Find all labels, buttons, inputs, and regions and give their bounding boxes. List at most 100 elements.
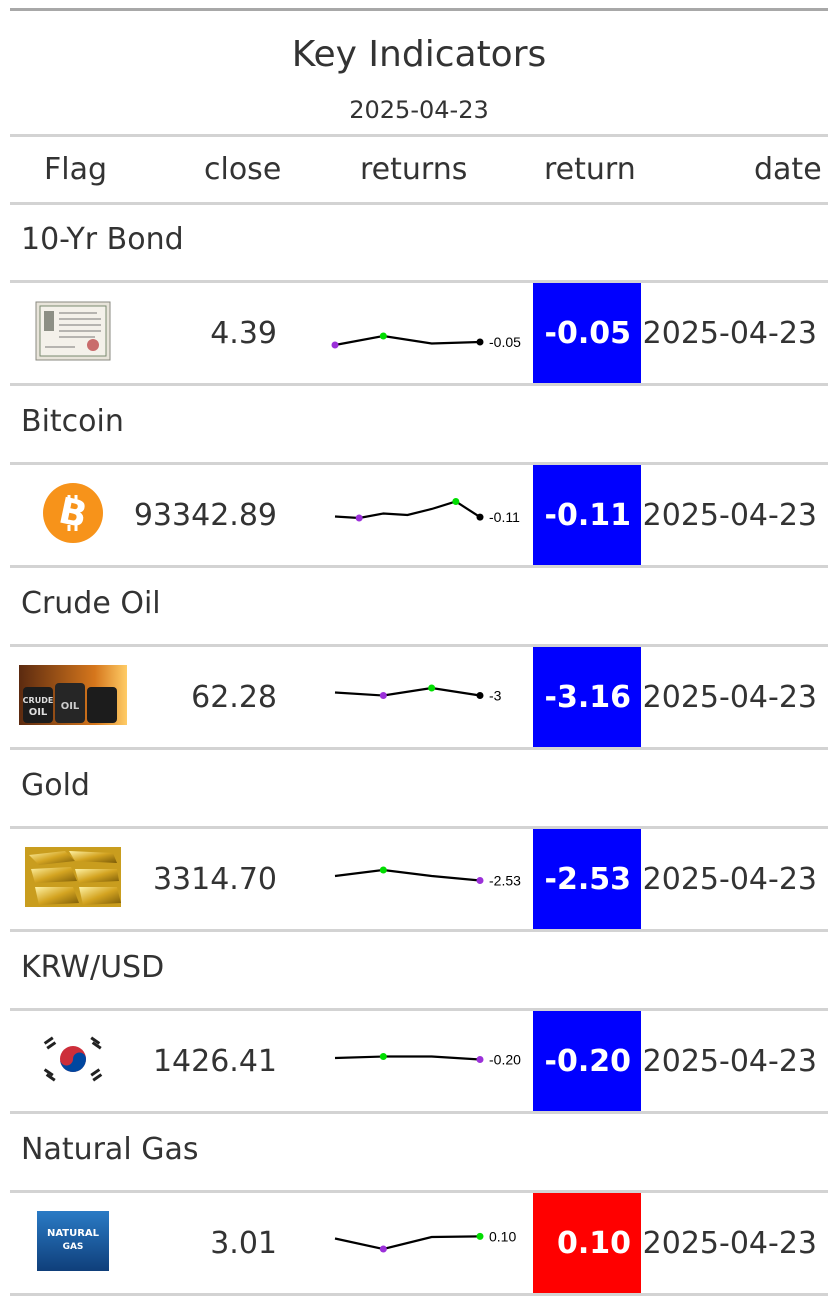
- sparkline-min-point: [355, 514, 363, 522]
- date-value: 2025-04-23: [642, 679, 817, 715]
- sparkline-min-point: [379, 1245, 387, 1253]
- row-divider: [10, 1293, 828, 1296]
- close-value: 3.01: [210, 1225, 277, 1261]
- sparkline-min-point: [476, 1056, 484, 1063]
- sparkline-max-point: [452, 498, 460, 505]
- group-divider: [10, 1008, 828, 1011]
- column-header-returns: returns: [360, 152, 468, 187]
- sparkline-path: [334, 1055, 481, 1061]
- sparkline-last-label: -0.05: [489, 334, 521, 350]
- return-value: -3.16: [544, 679, 631, 715]
- date-value: 2025-04-23: [642, 861, 817, 897]
- top-border: [10, 8, 828, 11]
- sparkline-last-point: [476, 692, 484, 699]
- flag-cell: [10, 1011, 136, 1111]
- returns-sparkline: -0.20: [325, 1011, 525, 1111]
- flag-cell: [10, 283, 136, 383]
- sparkline-max-point: [428, 684, 436, 692]
- group-divider: [10, 644, 828, 647]
- sparkline-path: [334, 868, 481, 882]
- svg-text:OIL: OIL: [29, 707, 48, 718]
- bitcoin-icon: B: [43, 483, 103, 547]
- header-top-divider: [10, 134, 828, 137]
- return-value-box: -0.20: [533, 1011, 641, 1111]
- column-header-date: date: [754, 152, 822, 187]
- korea-flag-icon: [38, 1031, 108, 1091]
- bond-certificate-icon: [35, 301, 111, 365]
- table-row: NATURAL GAS 3.01 0.10 0.10 2025-04-23: [10, 1193, 828, 1293]
- return-value: -0.20: [544, 1043, 631, 1079]
- return-value-box: -0.11: [533, 465, 641, 565]
- sparkline-last-point: [476, 338, 484, 346]
- sparkline-last-label: -3: [489, 688, 502, 704]
- table-subtitle: 2025-04-23: [349, 96, 489, 124]
- returns-sparkline: -3: [325, 647, 525, 747]
- table-row: 3314.70 -2.53 -2.53 2025-04-23: [10, 829, 828, 929]
- sparkline-last-label: -0.11: [489, 509, 520, 525]
- column-header-return: return: [544, 152, 636, 187]
- sparkline-min-point: [379, 692, 387, 699]
- table-row: 1426.41 -0.20 -0.20 2025-04-23: [10, 1011, 828, 1111]
- svg-text:GAS: GAS: [63, 1242, 84, 1252]
- row-divider: [10, 565, 828, 568]
- group-divider: [10, 1190, 828, 1193]
- group-divider: [10, 462, 828, 465]
- column-header-close: close: [204, 152, 282, 187]
- date-value: 2025-04-23: [642, 315, 817, 351]
- table-row: CRUDE OIL OIL 62.28 -3 -3.16 2025-04-23: [10, 647, 828, 747]
- svg-text:NATURAL: NATURAL: [47, 1228, 100, 1239]
- column-header-flag: Flag: [44, 152, 108, 187]
- crude-oil-barrels-icon: CRUDE OIL OIL: [19, 665, 127, 729]
- svg-text:OIL: OIL: [61, 701, 80, 712]
- header-bottom-divider: [10, 202, 828, 205]
- group-label: Bitcoin: [21, 404, 124, 439]
- sparkline-path: [334, 686, 481, 697]
- row-divider: [10, 747, 828, 750]
- sparkline-last-label: 0.10: [489, 1228, 516, 1244]
- sparkline-max-point: [379, 1053, 387, 1060]
- close-value: 93342.89: [133, 497, 277, 533]
- return-value-box: -2.53: [533, 829, 641, 929]
- date-value: 2025-04-23: [642, 497, 817, 533]
- sparkline-min-point: [476, 877, 484, 884]
- svg-text:CRUDE: CRUDE: [23, 696, 54, 705]
- return-value: -0.05: [544, 315, 631, 351]
- group-label: Crude Oil: [21, 586, 161, 621]
- date-value: 2025-04-23: [642, 1043, 817, 1079]
- flag-cell: B: [10, 465, 136, 565]
- gold-bars-icon: [25, 847, 121, 911]
- flag-cell: [10, 829, 136, 929]
- table-row: 4.39 -0.05 -0.05 2025-04-23: [10, 283, 828, 383]
- group-label: 10-Yr Bond: [21, 222, 184, 257]
- sparkline-max-point: [379, 866, 387, 874]
- sparkline-max-point: [476, 1232, 484, 1240]
- returns-sparkline: 0.10: [325, 1193, 525, 1293]
- flag-cell: NATURAL GAS: [10, 1193, 136, 1293]
- returns-sparkline: -0.11: [325, 465, 525, 565]
- group-label: KRW/USD: [21, 950, 165, 985]
- sparkline-max-point: [379, 332, 387, 340]
- close-value: 62.28: [191, 679, 277, 715]
- table-title: Key Indicators: [291, 34, 547, 75]
- sparkline-min-point: [331, 341, 339, 349]
- close-value: 1426.41: [152, 1043, 277, 1079]
- return-value-box: 0.10: [533, 1193, 641, 1293]
- return-value-box: -0.05: [533, 283, 641, 383]
- sparkline-last-point: [476, 513, 484, 521]
- return-value-box: -3.16: [533, 647, 641, 747]
- sparkline-last-label: -0.20: [489, 1052, 521, 1068]
- sparkline-path: [334, 1235, 481, 1251]
- returns-sparkline: -0.05: [325, 283, 525, 383]
- group-divider: [10, 280, 828, 283]
- return-value: -2.53: [544, 861, 631, 897]
- sparkline-last-label: -2.53: [489, 873, 521, 889]
- row-divider: [10, 1111, 828, 1114]
- row-divider: [10, 929, 828, 932]
- group-label: Gold: [21, 768, 90, 803]
- return-value: 0.10: [556, 1225, 631, 1261]
- group-divider: [10, 826, 828, 829]
- natural-gas-icon: NATURAL GAS: [37, 1211, 109, 1275]
- row-divider: [10, 383, 828, 386]
- close-value: 4.39: [210, 315, 277, 351]
- returns-sparkline: -2.53: [325, 829, 525, 929]
